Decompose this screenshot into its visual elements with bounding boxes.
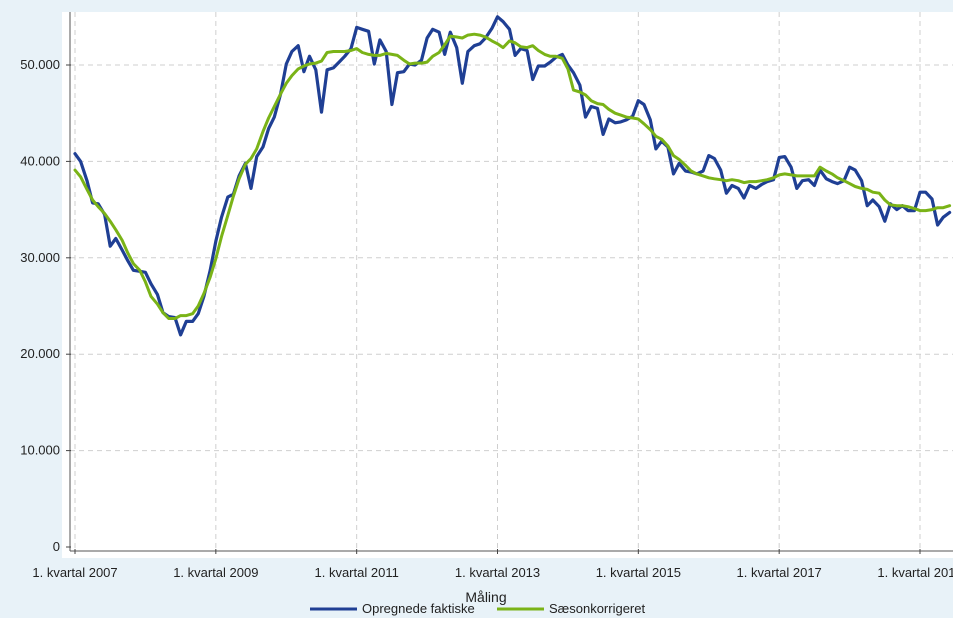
legend-label: Opregnede faktiske: [362, 601, 475, 616]
x-tick-label: 1. kvartal 2011: [315, 565, 399, 580]
legend: Opregnede faktiske Sæsonkorrigeret: [310, 601, 645, 616]
x-tick-label: 1. kvartal 2007: [32, 565, 117, 580]
y-tick-label: 20.000: [20, 346, 60, 361]
x-axis-title: Måling: [465, 589, 506, 605]
series-line-saesonkorrigeret: [73, 32, 952, 320]
x-tick-label: 1. kvartal 2019: [877, 565, 953, 580]
legend-label: Sæsonkorrigeret: [549, 601, 645, 616]
legend-entry-opregnede-faktiske: Opregnede faktiske: [310, 601, 475, 616]
y-axis-ticks: 0 10.000 20.000 30.000 40.000 50.000: [20, 57, 71, 554]
y-tick-label: 40.000: [20, 153, 60, 168]
x-tick-label: 1. kvartal 2017: [737, 565, 822, 580]
y-tick-label: 0: [53, 539, 60, 554]
y-tick-label: 50.000: [20, 57, 60, 72]
x-axis-ticks: 1. kvartal 2007 1. kvartal 2009 1. kvartal…: [32, 549, 953, 580]
plot-area: [62, 12, 953, 558]
axes: [69, 12, 953, 552]
y-tick-label: 30.000: [20, 250, 60, 265]
x-tick-label: 1. kvartal 2015: [596, 565, 681, 580]
series-lines: [73, 15, 952, 337]
y-tick-label: 10.000: [20, 443, 60, 458]
x-tick-label: 1. kvartal 2013: [455, 565, 540, 580]
legend-entry-saesonkorrigeret: Sæsonkorrigeret: [497, 601, 645, 616]
x-tick-label: 1. kvartal 2009: [173, 565, 258, 580]
